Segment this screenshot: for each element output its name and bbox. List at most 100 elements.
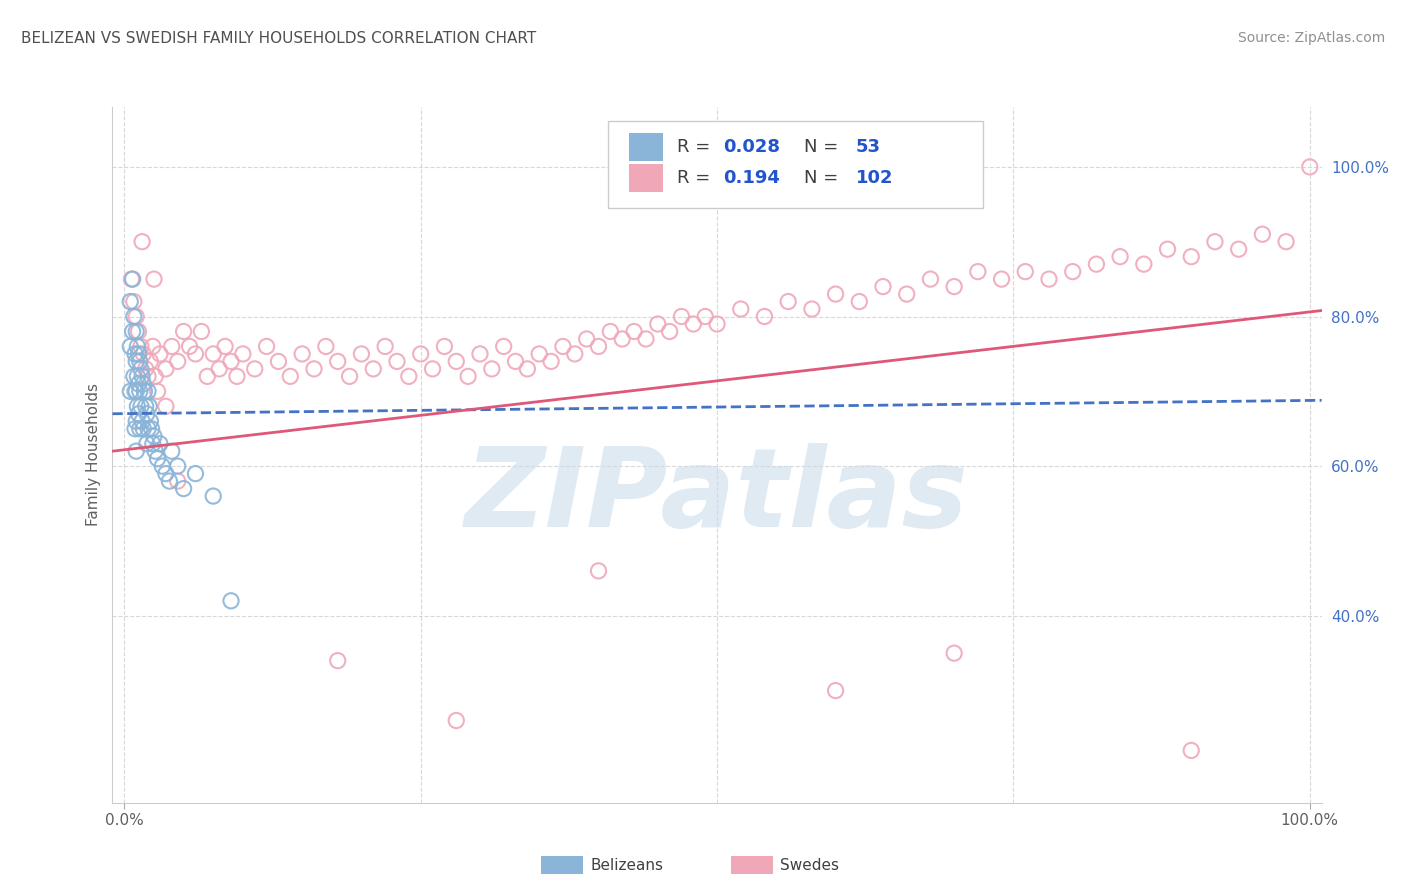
Point [256, 339, 278, 353]
Y-axis label: Family Households: Family Households [86, 384, 101, 526]
Text: BELIZEAN VS SWEDISH FAMILY HOUSEHOLDS CORRELATION CHART: BELIZEAN VS SWEDISH FAMILY HOUSEHOLDS CO… [21, 31, 536, 46]
Point [155, 467, 177, 481]
Point [575, 332, 598, 346]
Point [226, 369, 249, 384]
Point [139, 414, 162, 428]
Point [125, 310, 148, 324]
Point [623, 325, 645, 339]
Point [139, 354, 162, 368]
Point [129, 339, 152, 353]
Point [141, 422, 163, 436]
Point [433, 339, 456, 353]
Point [136, 369, 159, 384]
Point [219, 594, 242, 608]
Point [540, 354, 562, 368]
Point [551, 339, 574, 353]
Point [202, 489, 225, 503]
Point [120, 272, 142, 286]
Point [132, 376, 155, 391]
Point [315, 339, 337, 353]
Point [232, 347, 254, 361]
Point [529, 347, 551, 361]
Bar [628, 164, 662, 192]
Point [302, 362, 325, 376]
Point [422, 362, 444, 376]
Point [143, 272, 166, 286]
Text: R =: R = [678, 169, 716, 187]
Point [146, 451, 169, 466]
Point [588, 339, 610, 353]
Bar [628, 134, 662, 161]
Point [267, 354, 290, 368]
Point [1299, 160, 1322, 174]
Point [127, 339, 149, 353]
Point [124, 422, 146, 436]
Point [682, 317, 704, 331]
Text: N =: N = [804, 169, 844, 187]
Point [468, 347, 491, 361]
Point [446, 354, 468, 368]
Point [184, 467, 207, 481]
Point [125, 325, 148, 339]
Point [143, 369, 166, 384]
Point [136, 422, 159, 436]
Point [824, 683, 846, 698]
Point [128, 422, 150, 436]
Point [243, 362, 266, 376]
Point [128, 376, 150, 391]
Point [291, 347, 314, 361]
Point [214, 339, 236, 353]
Point [612, 332, 634, 346]
Point [1085, 257, 1108, 271]
Point [122, 310, 145, 324]
Point [125, 414, 148, 428]
Point [128, 325, 150, 339]
Point [1275, 235, 1298, 249]
Point [132, 422, 155, 436]
Point [155, 399, 177, 413]
Point [671, 310, 693, 324]
Point [131, 235, 153, 249]
Point [135, 399, 157, 413]
Point [374, 339, 396, 353]
Point [150, 459, 173, 474]
Point [896, 287, 918, 301]
Point [136, 384, 159, 399]
Point [120, 339, 142, 353]
Point [127, 369, 149, 384]
Point [208, 362, 231, 376]
Point [1062, 265, 1084, 279]
Text: Belizeans: Belizeans [591, 858, 664, 872]
Point [848, 294, 870, 309]
Point [492, 339, 515, 353]
Point [219, 354, 242, 368]
Point [943, 279, 966, 293]
Point [125, 444, 148, 458]
Point [131, 414, 153, 428]
Point [1204, 235, 1226, 249]
Point [990, 272, 1012, 286]
Point [128, 354, 150, 368]
Point [730, 301, 752, 316]
Point [128, 347, 150, 361]
Point [131, 369, 153, 384]
Text: Source: ZipAtlas.com: Source: ZipAtlas.com [1237, 31, 1385, 45]
Point [1227, 242, 1250, 256]
Text: 102: 102 [856, 169, 894, 187]
Point [754, 310, 776, 324]
Point [166, 459, 188, 474]
Point [778, 294, 800, 309]
Point [120, 294, 142, 309]
Point [1133, 257, 1156, 271]
Point [134, 384, 156, 399]
Text: 0.028: 0.028 [723, 138, 780, 156]
Point [121, 272, 143, 286]
Point [122, 294, 145, 309]
Point [157, 474, 180, 488]
Point [138, 399, 160, 413]
Point [143, 444, 166, 458]
Point [1180, 250, 1202, 264]
Point [824, 287, 846, 301]
Point [872, 279, 894, 293]
Point [361, 362, 384, 376]
